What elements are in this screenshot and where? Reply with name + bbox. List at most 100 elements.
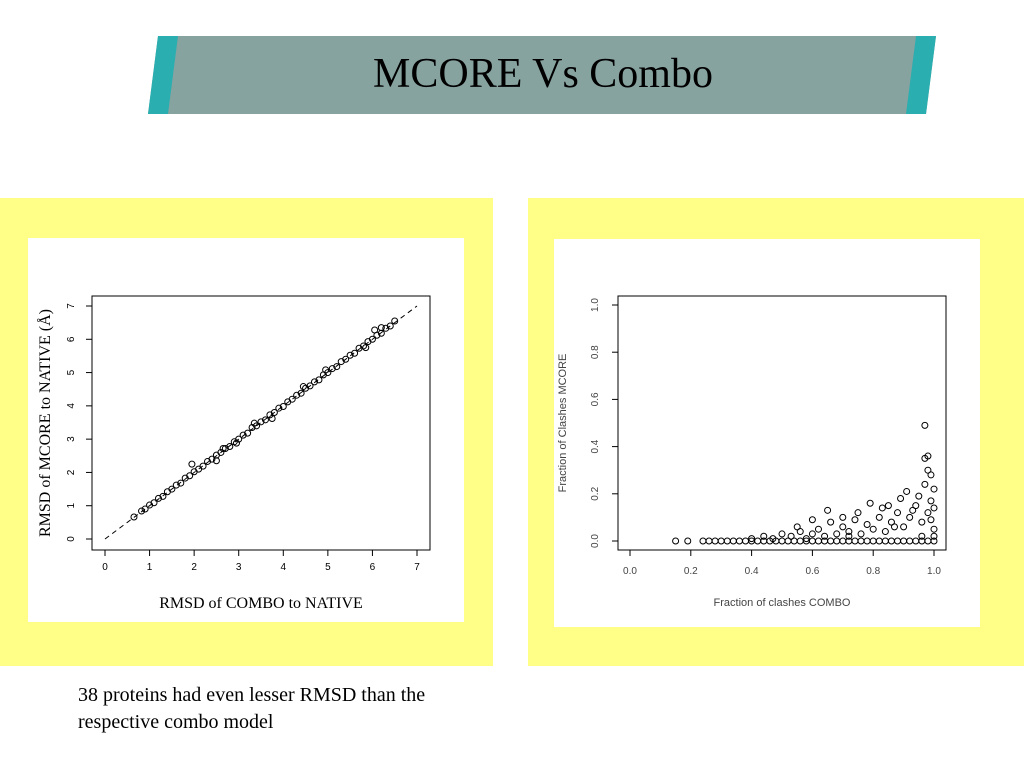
data-point [839,513,847,521]
data-point [333,363,341,371]
x-tick-label: 0.8 [866,566,880,577]
x-tick-label: 1 [147,562,153,573]
data-point [845,528,853,536]
y-tick-label: 0 [66,536,77,542]
y-tick-label: 1 [66,502,77,508]
data-point [854,509,862,517]
data-point [821,532,829,540]
data-point [778,537,786,545]
data-point [924,537,932,545]
data-point [177,479,185,487]
y-tick-label: 3 [66,436,77,442]
data-point [869,525,877,533]
data-point [808,530,816,538]
data-point [796,537,804,545]
plot-frame [617,295,947,551]
data-point [930,485,938,493]
data-point [921,480,929,488]
data-point [268,415,276,423]
data-point [244,429,252,437]
y-tick-label: 0.6 [590,392,601,406]
data-point [130,513,138,521]
data-point [377,324,385,332]
data-point [884,502,892,510]
data-point [924,509,932,517]
data-point [342,355,350,363]
data-point [930,532,938,540]
y-tick-label: 0.8 [590,345,601,359]
data-point [894,537,902,545]
data-point [754,537,762,545]
x-tick-label: 1.0 [927,566,941,577]
y-tick-label: 7 [66,303,77,309]
data-point [293,391,301,399]
data-point [297,389,305,397]
data-point [328,365,336,373]
data-point [839,537,847,545]
data-point [150,499,158,507]
data-point [288,395,296,403]
x-tick-label: 4 [281,562,287,573]
y-tick-label: 0.0 [590,534,601,548]
data-point [808,516,816,524]
data-point [918,532,926,540]
data-point [839,523,847,531]
data-point [275,404,283,412]
data-point [306,382,314,390]
data-point [833,530,841,538]
data-point [927,497,935,505]
data-point [154,494,162,502]
data-point [248,423,256,431]
data-point [368,335,376,343]
data-point [711,537,719,545]
data-point [906,513,914,521]
data-point [386,322,394,330]
data-point [199,462,207,470]
data-point [284,398,292,406]
data-point [362,344,370,352]
y-tick-label: 0.4 [590,439,601,453]
data-point [172,481,180,489]
data-point [239,431,247,439]
data-point [915,492,923,500]
data-point [299,383,307,391]
data-point [927,471,935,479]
left-chart-panel: 0 1 2 3 4 5 6 7 0 1 2 3 4 5 6 7 RMSD of COMBO to NATIVE R… [0,198,493,666]
data-point [906,537,914,545]
data-point [391,317,399,325]
data-point [866,499,874,507]
data-point [360,342,368,350]
data-point [226,442,234,450]
data-point [833,537,841,545]
data-point [827,518,835,526]
data-point [875,513,883,521]
title-banner-shape [148,36,936,114]
data-point [141,505,149,513]
data-point [900,537,908,545]
data-point [814,525,822,533]
data-point [881,528,889,536]
data-point [723,537,731,545]
data-point [824,506,832,514]
data-point [881,537,889,545]
slide-caption: 38 proteins had even lesser RMSD than th… [78,684,426,733]
left-plot-area: 0 1 2 3 4 5 6 7 0 1 2 3 4 5 6 7 RMSD of COMBO to NATIVE R… [28,238,464,622]
data-point [208,455,216,463]
data-point [890,523,898,531]
data-point [912,537,920,545]
data-point [793,523,801,531]
data-point [212,457,220,465]
slide-title: MCORE Vs Combo [373,51,713,97]
x-tick-label: 0.0 [623,566,637,577]
data-point [232,439,240,447]
data-point [927,516,935,524]
data-point [894,509,902,517]
data-point [742,537,750,545]
data-point [900,523,908,531]
data-point [310,378,318,386]
data-point [684,537,692,545]
data-point [845,532,853,540]
data-point [887,537,895,545]
y-tick-label: 5 [66,369,77,375]
data-point [875,537,883,545]
